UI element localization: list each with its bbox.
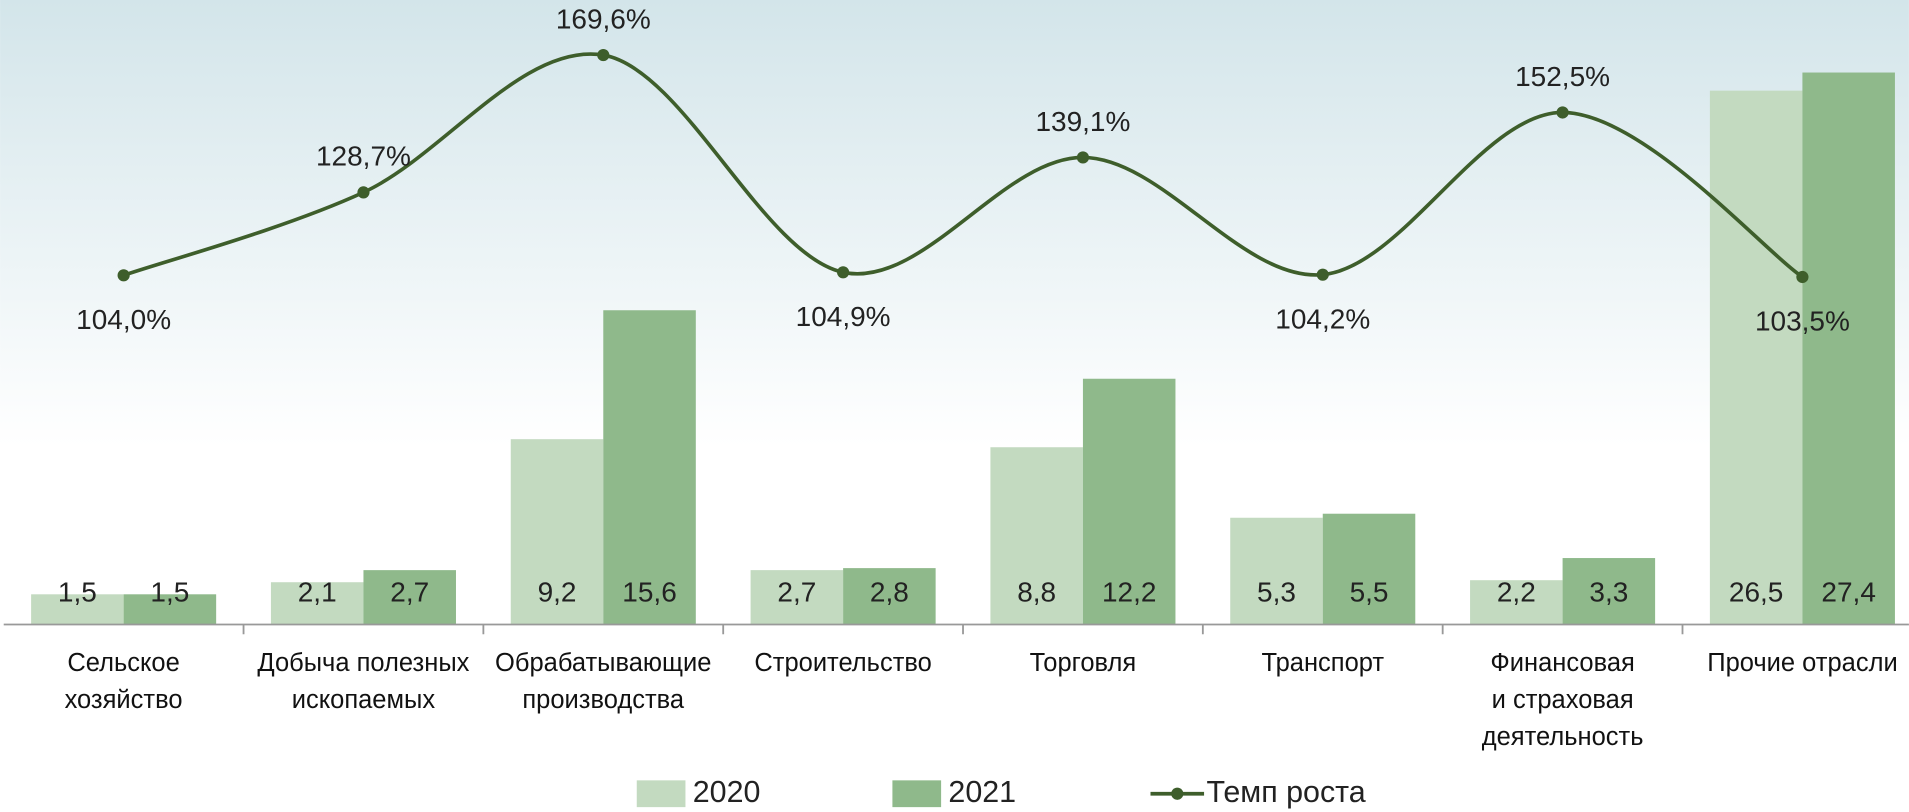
legend-swatch <box>636 780 686 808</box>
bar-value-label: 3,3 <box>1589 576 1628 607</box>
line-value-label: 128,7% <box>316 141 411 172</box>
bar <box>1230 517 1323 625</box>
bar <box>843 568 936 625</box>
bar <box>750 570 844 625</box>
bar-value-label: 5,5 <box>1350 576 1389 607</box>
bar-value-label: 26,5 <box>1729 576 1783 607</box>
growth-line <box>123 52 1804 279</box>
x-tick-label: Прочие отрасли <box>1707 649 1898 678</box>
bar-value-label: 2,7 <box>390 576 429 607</box>
bar <box>1082 378 1176 625</box>
growth-marker <box>117 269 130 282</box>
bar-value-label: 2,2 <box>1497 576 1536 607</box>
bar-value-label: 8,8 <box>1017 576 1056 607</box>
legend-label: 2021 <box>948 775 1016 809</box>
legend-swatch <box>892 780 942 808</box>
bar-value-label: 5,3 <box>1257 576 1296 607</box>
growth-marker <box>1796 270 1809 284</box>
x-tick-label: Торговля <box>1029 649 1137 678</box>
line-value-label: 104,2% <box>1275 303 1370 334</box>
bar <box>603 310 696 625</box>
bar-value-label: 2,7 <box>777 576 816 607</box>
bar <box>1562 558 1656 625</box>
x-tick-label: Финансовая и страховая деятельность <box>1481 649 1644 752</box>
bar-value-label: 12,2 <box>1102 576 1156 607</box>
bar-value-label: 27,4 <box>1821 576 1875 607</box>
growth-marker <box>1076 151 1090 164</box>
bar <box>1470 580 1563 625</box>
line-value-label: 152,5% <box>1515 61 1610 92</box>
line-value-label: 103,5% <box>1755 306 1850 337</box>
legend-label: 2020 <box>693 775 761 809</box>
bar <box>990 447 1083 625</box>
x-tick-label: Сельское хозяйство <box>64 649 183 715</box>
bar <box>123 594 217 625</box>
bar <box>1322 513 1416 625</box>
growth-marker <box>597 48 610 62</box>
x-tick-label: Транспорт <box>1261 649 1385 678</box>
line-value-label: 104,0% <box>76 304 171 335</box>
line-value-label: 169,6% <box>556 3 651 34</box>
growth-marker <box>1316 268 1329 281</box>
bar <box>1802 72 1895 625</box>
legend-marker <box>1171 787 1184 800</box>
bar-value-label: 9,2 <box>538 576 577 607</box>
x-tick-label: Обрабатывающие производства <box>495 649 712 715</box>
bar-value-label: 2,8 <box>870 576 909 607</box>
bar <box>510 439 604 625</box>
bar-value-label: 1,5 <box>58 576 97 607</box>
growth-marker <box>1556 106 1569 119</box>
growth-marker <box>357 186 370 199</box>
bar-value-label: 15,6 <box>622 576 676 607</box>
bar <box>31 594 124 625</box>
bar <box>1709 90 1803 625</box>
legend-label: Темп роста <box>1206 775 1365 809</box>
growth-marker <box>837 266 850 279</box>
bar <box>270 582 364 625</box>
bar-value-label: 1,5 <box>150 576 189 607</box>
bar-value-label: 2,1 <box>298 576 337 607</box>
line-value-label: 139,1% <box>1035 106 1130 137</box>
bar <box>363 570 456 625</box>
line-value-label: 104,9% <box>796 301 891 332</box>
x-tick-label: Строительство <box>754 649 932 678</box>
x-tick-label: Добыча полезных ископаемых <box>257 649 470 715</box>
